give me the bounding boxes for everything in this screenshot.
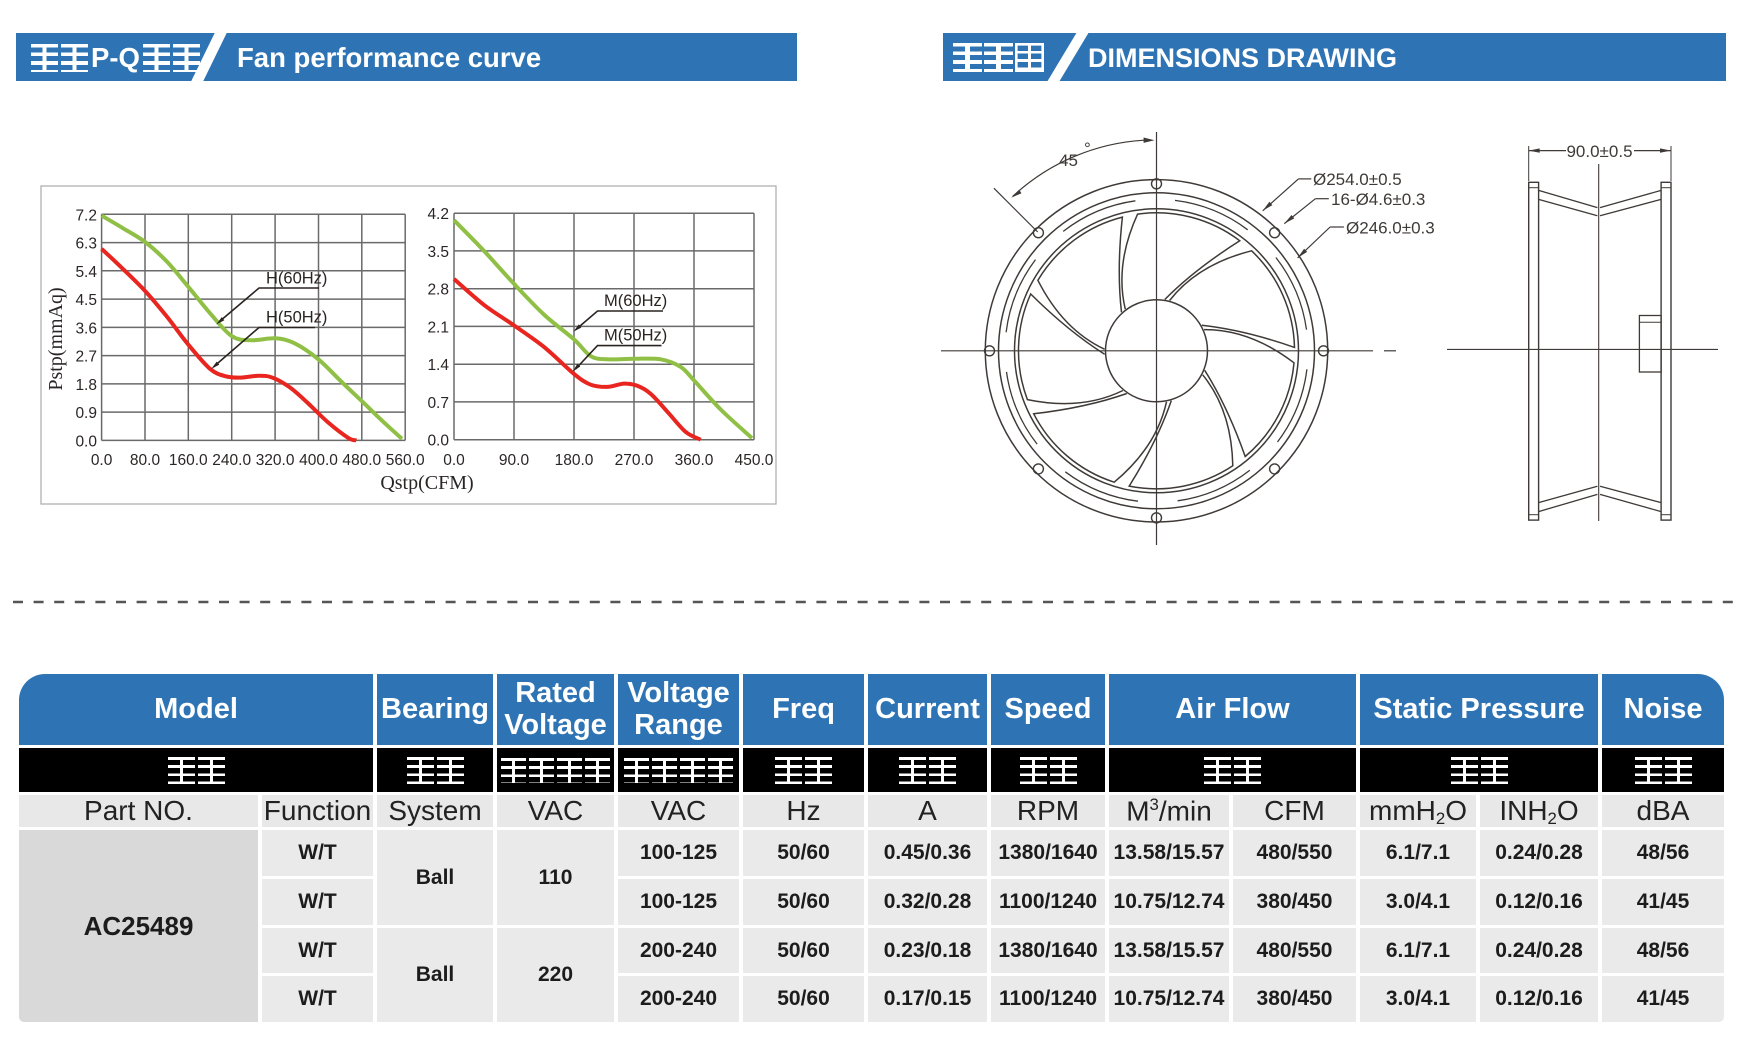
- svg-text:160.0: 160.0: [169, 452, 208, 469]
- svg-text:Ø246.0±0.3: Ø246.0±0.3: [1346, 219, 1435, 238]
- svg-text:°: °: [1084, 139, 1091, 158]
- svg-text:320.0: 320.0: [256, 452, 295, 469]
- svg-text:Ø254.0±0.5: Ø254.0±0.5: [1313, 170, 1402, 189]
- svg-text:2.1: 2.1: [427, 319, 449, 336]
- svg-text:3.5: 3.5: [427, 244, 449, 261]
- svg-text:480.0: 480.0: [342, 452, 381, 469]
- svg-text:0.9: 0.9: [75, 405, 97, 422]
- svg-text:240.0: 240.0: [212, 452, 251, 469]
- svg-text:180.0: 180.0: [555, 452, 594, 469]
- svg-text:16-Ø4.6±0.3: 16-Ø4.6±0.3: [1331, 190, 1425, 209]
- svg-text:0.7: 0.7: [427, 395, 449, 412]
- svg-text:1.8: 1.8: [75, 377, 97, 394]
- svg-text:360.0: 360.0: [675, 452, 714, 469]
- svg-text:4.5: 4.5: [75, 292, 97, 309]
- svg-text:H(50Hz): H(50Hz): [266, 309, 327, 327]
- svg-text:0.0: 0.0: [427, 433, 449, 450]
- svg-text:3.6: 3.6: [75, 320, 97, 337]
- svg-text:2.7: 2.7: [75, 349, 97, 366]
- svg-text:H(60Hz): H(60Hz): [266, 270, 327, 288]
- svg-text:0.0: 0.0: [443, 452, 465, 469]
- svg-text:2.8: 2.8: [427, 282, 449, 299]
- svg-text:M(50Hz): M(50Hz): [604, 327, 667, 345]
- svg-text:270.0: 270.0: [615, 452, 654, 469]
- svg-text:80.0: 80.0: [130, 452, 161, 469]
- svg-text:Pstp(mmAq): Pstp(mmAq): [45, 287, 67, 390]
- svg-text:560.0: 560.0: [386, 452, 425, 469]
- svg-text:90.0: 90.0: [499, 452, 530, 469]
- svg-text:1.4: 1.4: [427, 357, 449, 374]
- svg-text:0.0: 0.0: [75, 433, 97, 450]
- svg-text:45: 45: [1059, 151, 1078, 170]
- svg-text:90.0±0.5: 90.0±0.5: [1566, 142, 1632, 161]
- svg-text:4.2: 4.2: [427, 206, 449, 223]
- svg-text:0.0: 0.0: [91, 452, 113, 469]
- svg-text:400.0: 400.0: [299, 452, 338, 469]
- svg-text:6.3: 6.3: [75, 236, 97, 253]
- svg-text:450.0: 450.0: [735, 452, 774, 469]
- svg-text:5.4: 5.4: [75, 264, 97, 281]
- svg-text:M(60Hz): M(60Hz): [604, 292, 667, 310]
- svg-text:Qstp(CFM): Qstp(CFM): [380, 472, 473, 494]
- svg-text:7.2: 7.2: [75, 207, 97, 224]
